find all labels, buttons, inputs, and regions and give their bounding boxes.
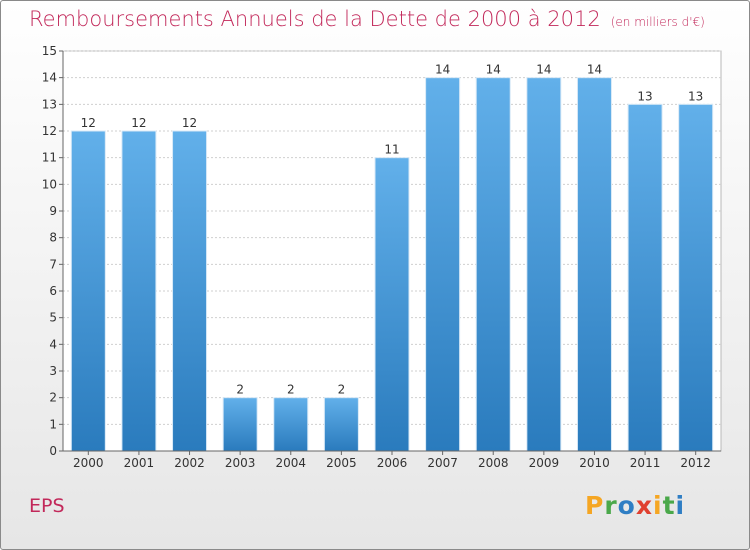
y-tick-label: 4 [49,337,57,351]
x-tick-label: 2003 [225,456,256,470]
x-tick-label: 2009 [529,456,560,470]
data-label: 2 [236,383,244,397]
data-label: 12 [81,116,96,130]
x-tick-label: 2011 [630,456,661,470]
x-tick-label: 2006 [377,456,408,470]
logo-letter: x [635,491,653,520]
x-tick-label: 2004 [275,456,306,470]
bar [678,103,714,452]
data-label: 14 [486,63,501,77]
proxiti-logo: Proxiti [585,491,685,520]
bar [222,397,258,452]
bar [627,103,663,452]
x-tick-label: 2001 [124,456,155,470]
bar [374,157,410,452]
y-tick-label: 13 [42,97,57,111]
logo-letter: i [675,491,686,520]
chart-title: Remboursements Annuels de la Dette de 20… [29,7,705,31]
logo-letter: o [617,491,636,520]
entity-name: EPS [29,495,65,517]
logo-letter: t [662,491,676,520]
x-tick-label: 2000 [73,456,104,470]
data-label: 12 [182,116,197,130]
bar [526,77,562,452]
title-text: Remboursements Annuels de la Dette de 20… [29,7,601,31]
bar [475,77,511,452]
bar [576,77,612,452]
y-tick-label: 12 [42,124,57,138]
y-tick-label: 5 [49,311,57,325]
x-tick-label: 2007 [427,456,458,470]
x-tick-label: 2002 [174,456,205,470]
bar [273,397,309,452]
y-tick-label: 2 [49,391,57,405]
data-label: 14 [587,63,602,77]
y-tick-label: 15 [42,44,57,58]
data-label: 12 [131,116,146,130]
data-label: 13 [637,89,652,103]
x-tick-label: 2008 [478,456,509,470]
x-tick-label: 2012 [680,456,711,470]
y-tick-label: 10 [42,177,57,191]
bar [323,397,359,452]
bar [172,130,208,452]
data-label: 2 [287,383,295,397]
data-label: 11 [384,143,399,157]
y-tick-label: 9 [49,204,57,218]
data-label: 14 [536,63,551,77]
y-tick-label: 11 [42,151,57,165]
bar [70,130,106,452]
y-tick-label: 7 [49,257,57,271]
data-label: 14 [435,63,450,77]
data-label: 13 [688,89,703,103]
y-tick-label: 8 [49,231,57,245]
x-tick-label: 2010 [579,456,610,470]
x-tick-label: 2005 [326,456,357,470]
bar [425,77,461,452]
y-tick-label: 6 [49,284,57,298]
y-tick-label: 14 [42,71,57,85]
logo-letter: P [585,491,605,520]
logo-letter: i [653,491,663,520]
data-label: 2 [338,383,346,397]
logo-letter: r [604,491,618,520]
y-tick-label: 3 [49,364,57,378]
y-tick-label: 1 [49,417,57,431]
bar [121,130,157,452]
y-tick-label: 0 [49,444,57,458]
unit-note: (en milliers d'€) [610,15,705,29]
